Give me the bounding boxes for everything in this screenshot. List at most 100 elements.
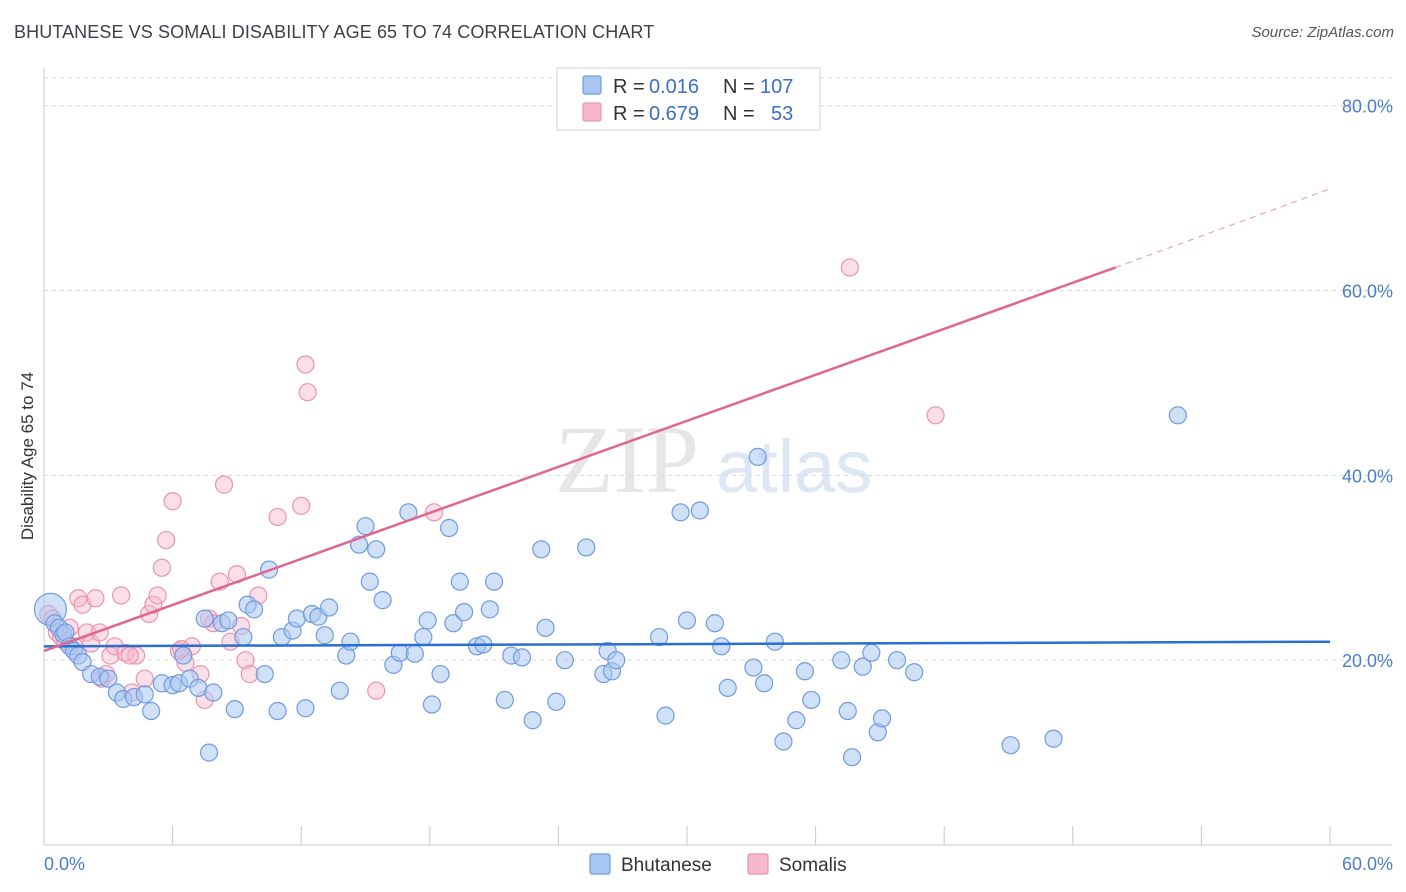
bhutanese-point <box>705 614 724 633</box>
chart-title: BHUTANESE VS SOMALI DISABILITY AGE 65 TO… <box>14 22 655 42</box>
bhutanese-point <box>838 701 857 721</box>
bhutanese-point <box>795 662 814 681</box>
bhutanese-point <box>296 699 315 718</box>
axes: 20.0% 40.0% 60.0% 80.0% 0.0% 60.0% <box>43 68 1393 874</box>
bhutanese-point <box>367 540 386 559</box>
bhutanese-point <box>523 711 542 730</box>
legend-r-value-somalis: 0.679 <box>649 103 699 125</box>
bhutanese-point <box>577 538 596 557</box>
bhutanese-point <box>755 674 774 693</box>
somalis-point <box>292 496 311 515</box>
bhutanese-point <box>872 709 892 728</box>
bottom-legend-swatch-bhutanese <box>589 853 611 875</box>
bhutanese-trend-line <box>43 640 1331 648</box>
y-axis-label: Disability Age 65 to 74 <box>18 372 37 540</box>
bhutanese-point <box>547 692 566 711</box>
bhutanese-point <box>450 572 469 591</box>
bhutanese-point <box>712 637 731 656</box>
somalis-point <box>840 258 859 277</box>
somalis-point <box>926 406 945 425</box>
bhutanese-point <box>244 600 264 619</box>
bottom-legend-label-somalis: Somalis <box>779 855 847 876</box>
bhutanese-point <box>1001 736 1020 755</box>
bhutanese-point <box>454 603 474 622</box>
somalis-point <box>268 507 287 527</box>
bhutanese-point <box>319 598 339 617</box>
bhutanese-point <box>607 651 626 670</box>
somalis-point <box>296 355 315 374</box>
bhutanese-point <box>418 611 437 630</box>
bhutanese-point <box>405 644 424 663</box>
bhutanese-point <box>832 651 851 670</box>
bhutanese-point <box>536 618 555 637</box>
somalis-point <box>152 558 171 577</box>
bhutanese-point <box>1168 406 1187 425</box>
bhutanese-point <box>287 609 307 628</box>
legend-box: R = 0.016 N = 107 R = 0.679 N = 53 <box>556 67 821 131</box>
legend-r-value-bhutanese: 0.016 <box>649 76 699 98</box>
legend-r-label-bhutanese: R = <box>613 76 645 98</box>
bhutanese-point <box>315 626 334 645</box>
bhutanese-point <box>234 627 253 647</box>
bhutanese-point <box>748 447 767 466</box>
bhutanese-point <box>787 711 806 730</box>
legend-swatch-bhutanese <box>582 75 602 95</box>
bhutanese-point <box>439 518 459 538</box>
bhutanese-point <box>718 678 737 698</box>
somalis-point <box>157 530 176 550</box>
bhutanese-point <box>195 609 214 628</box>
source-label: Source: ZipAtlas.com <box>1251 24 1394 41</box>
y-tick-label-20: 20.0% <box>1342 651 1393 671</box>
bhutanese-point <box>189 678 208 698</box>
bhutanese-point <box>485 572 504 591</box>
bhutanese-point <box>495 690 514 710</box>
bhutanese-point <box>1044 729 1063 748</box>
bhutanese-point <box>905 663 924 682</box>
somalis-point <box>163 492 182 511</box>
legend-n-value-somalis: 53 <box>771 103 793 125</box>
bhutanese-point <box>356 517 375 536</box>
somalis-point <box>214 475 234 494</box>
bhutanese-point <box>414 627 433 647</box>
legend-n-label-somalis: N = <box>723 103 755 125</box>
bhutanese-point <box>142 701 161 721</box>
bhutanese-point <box>255 664 274 684</box>
somalis-point <box>148 586 167 605</box>
bhutanese-point <box>219 611 238 630</box>
somalis-trend-line <box>43 266 1117 653</box>
y-tick-label-60: 60.0% <box>1342 282 1393 302</box>
bhutanese-point <box>765 632 784 651</box>
legend-n-value-bhutanese: 107 <box>760 76 793 98</box>
bhutanese-points <box>33 406 1187 767</box>
bhutanese-point <box>853 657 872 676</box>
bhutanese-point <box>268 701 287 721</box>
bhutanese-point <box>555 651 574 670</box>
bottom-legend: Bhutanese Somalis <box>589 853 847 876</box>
bottom-legend-swatch-somalis <box>747 853 769 875</box>
bhutanese-point <box>330 681 349 700</box>
bhutanese-point <box>671 503 690 522</box>
bhutanese-point <box>431 664 450 684</box>
bhutanese-point <box>341 632 360 651</box>
somalis-point <box>86 589 105 608</box>
legend-r-label-somalis: R = <box>613 103 645 125</box>
y-tick-label-40: 40.0% <box>1342 466 1393 486</box>
bhutanese-point <box>444 614 463 633</box>
bhutanese-point <box>199 743 219 762</box>
y-tick-label-80: 80.0% <box>1342 97 1393 117</box>
bhutanese-point <box>99 669 118 688</box>
bhutanese-point <box>373 591 392 610</box>
bhutanese-point <box>677 611 697 630</box>
bhutanese-point <box>532 540 551 559</box>
trend-lines <box>43 188 1331 653</box>
bottom-legend-label-bhutanese: Bhutanese <box>621 855 712 876</box>
bhutanese-point <box>774 732 793 751</box>
bhutanese-point <box>174 646 193 665</box>
bhutanese-point <box>650 627 669 647</box>
bhutanese-point <box>887 651 907 670</box>
watermark-atlas: atlas <box>716 425 872 508</box>
bhutanese-point <box>802 690 821 710</box>
somalis-point <box>112 586 131 605</box>
somalis-trend-extension <box>1115 188 1331 269</box>
